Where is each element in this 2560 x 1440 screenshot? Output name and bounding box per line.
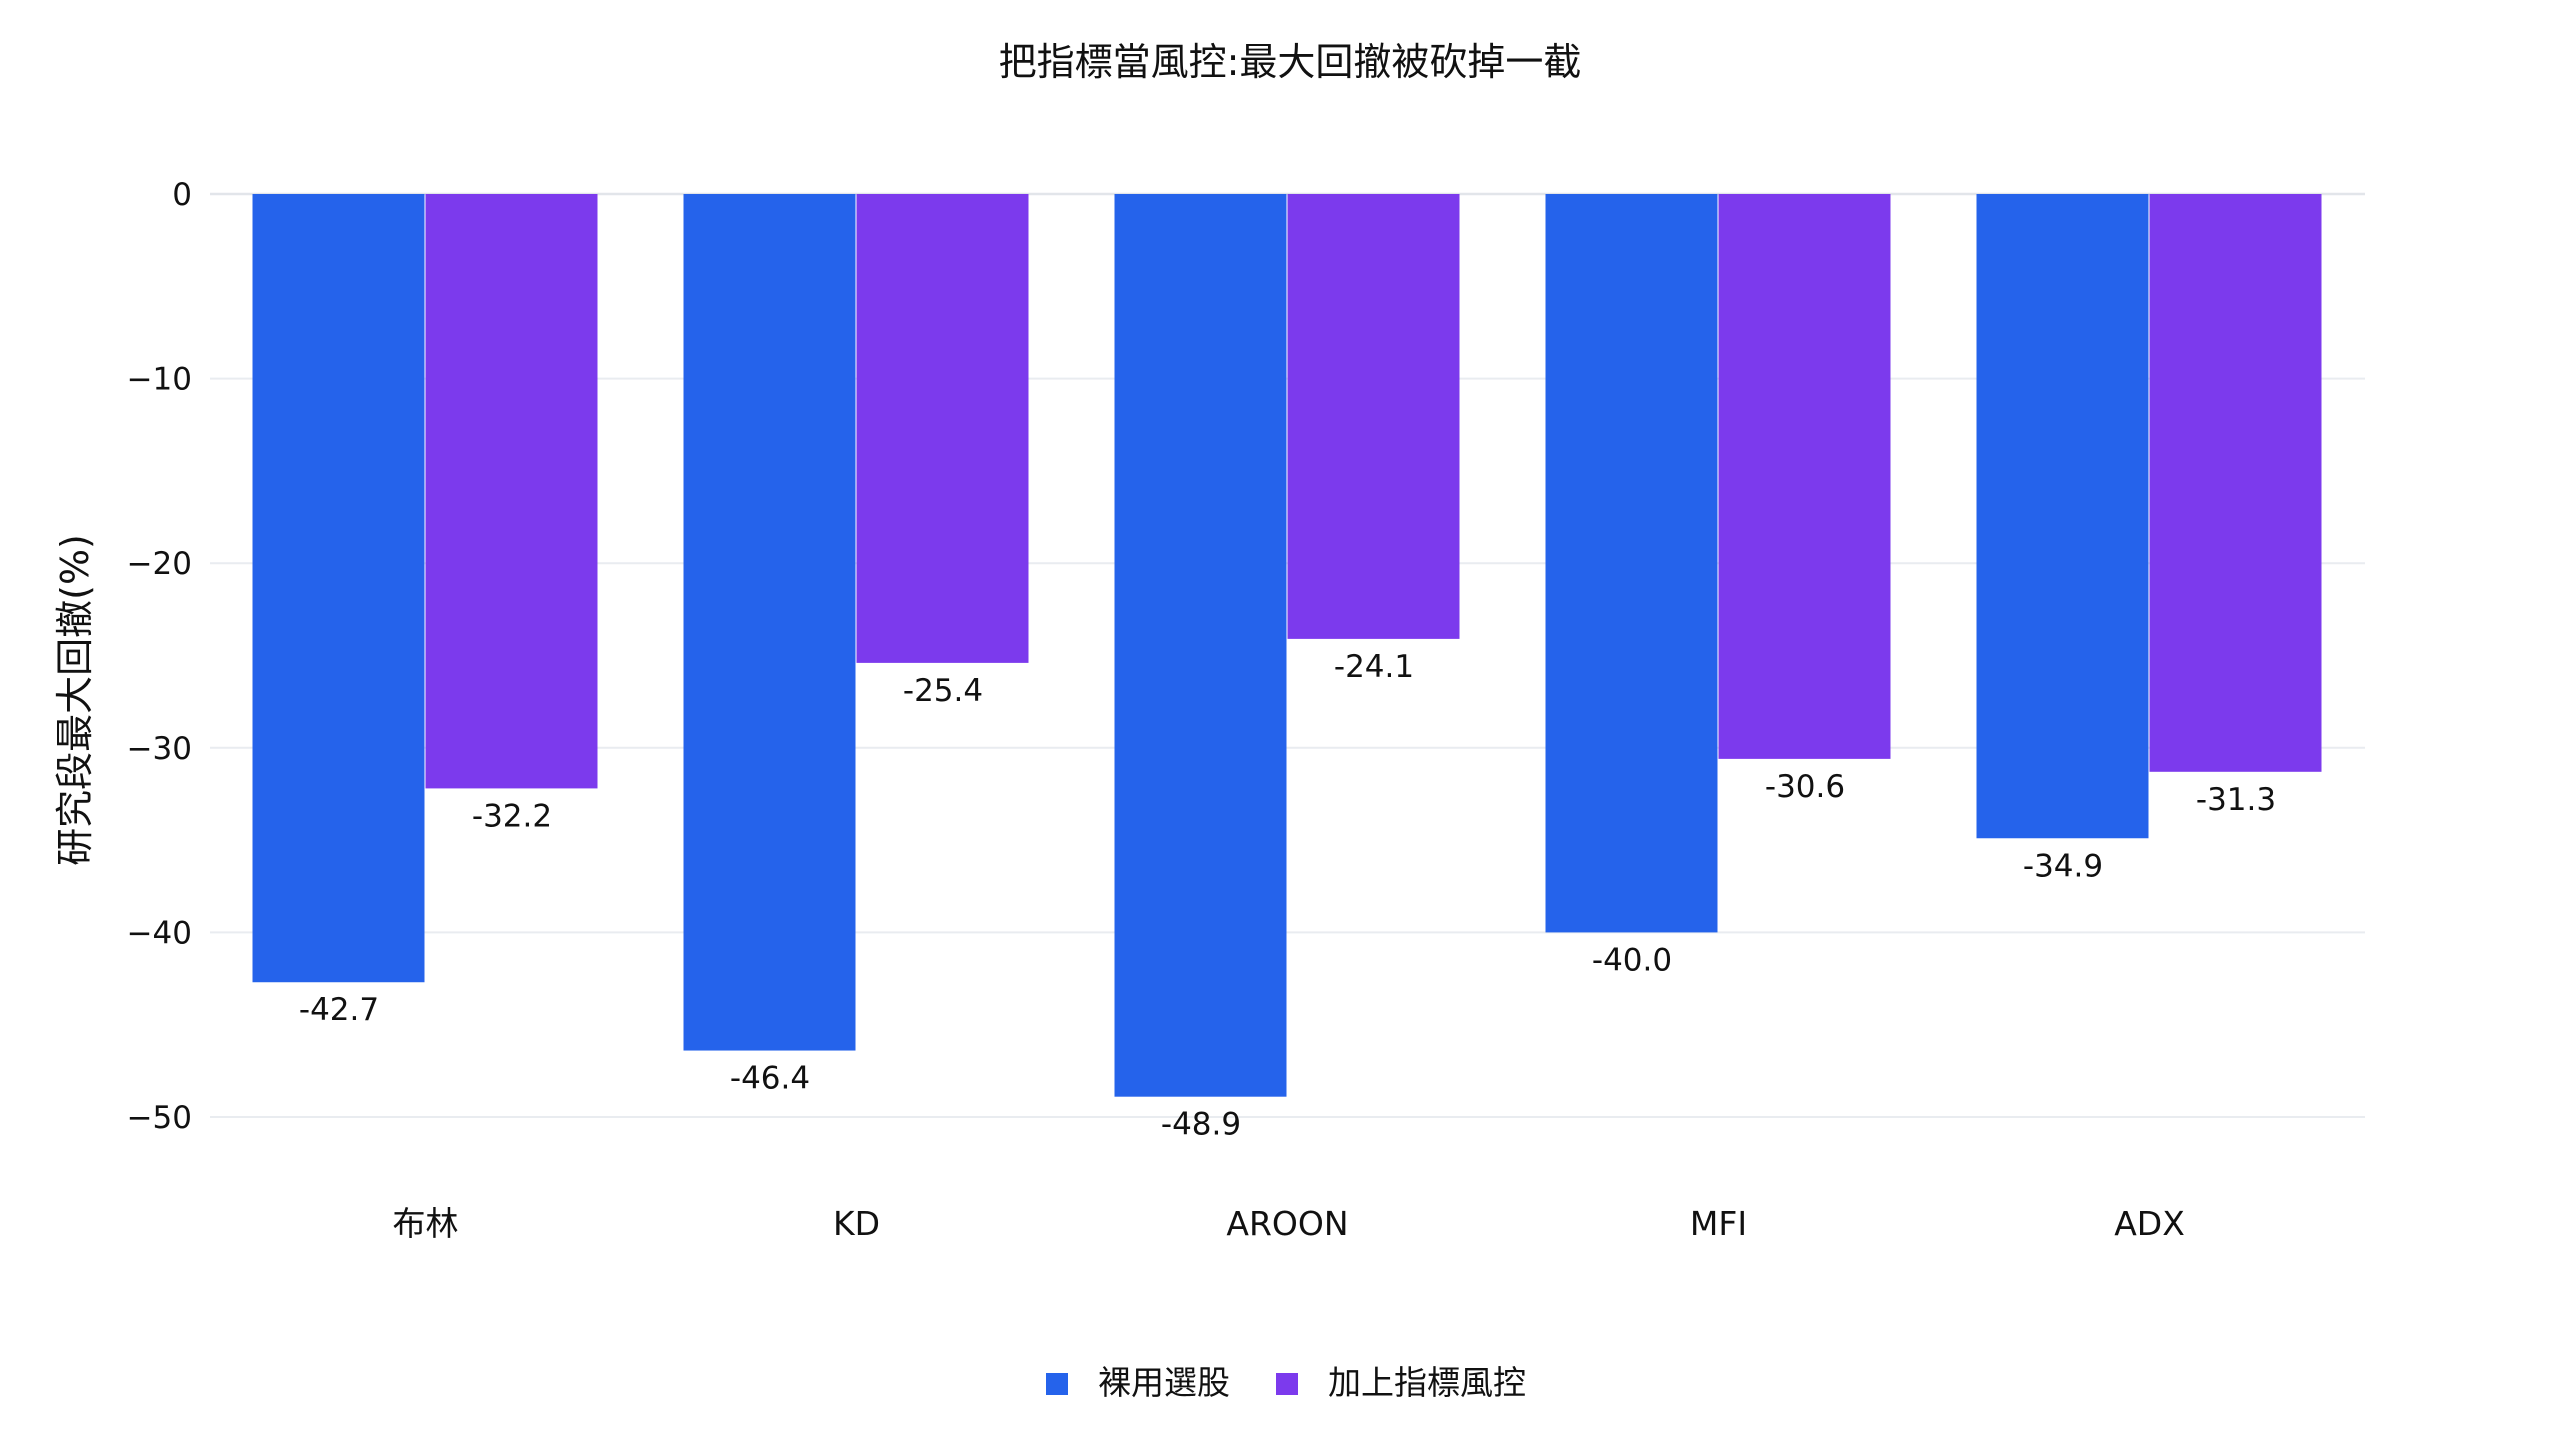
data-label: -34.9 <box>2023 848 2103 884</box>
x-category-label: MFI <box>1690 1204 1747 1243</box>
bar <box>1545 194 1718 933</box>
y-tick-label: −20 <box>127 546 192 582</box>
bar <box>856 194 1029 663</box>
y-axis-ticks: 0 −10 −20 −30 −40 −50 <box>127 177 192 1136</box>
bar <box>1287 194 1460 639</box>
data-label: -24.1 <box>1334 649 1414 685</box>
chart-title: 把指標當風控:最大回撤被砍掉一截 <box>999 40 1582 84</box>
legend-swatch <box>1276 1373 1298 1395</box>
x-category-label: AROON <box>1226 1204 1348 1243</box>
y-tick-label: −30 <box>127 731 192 767</box>
bar <box>425 194 598 789</box>
y-tick-label: −10 <box>127 362 192 398</box>
legend-swatch <box>1046 1373 1068 1395</box>
y-tick-label: −50 <box>127 1100 192 1136</box>
legend-label: 加上指標風控 <box>1328 1363 1526 1402</box>
data-label: -42.7 <box>299 992 379 1028</box>
data-labels: -42.7 -32.2 -46.4 -25.4 -48.9 -24.1 -40.0 -30.6… <box>299 649 2276 1143</box>
data-label: -31.3 <box>2196 782 2276 818</box>
data-label: -25.4 <box>903 673 983 709</box>
bar <box>252 194 425 983</box>
bar <box>683 194 856 1051</box>
legend: 裸用選股 加上指標風控 <box>1046 1363 1526 1402</box>
data-label: -40.0 <box>1592 942 1672 978</box>
x-category-label: ADX <box>2114 1204 2185 1243</box>
data-label: -30.6 <box>1765 769 1845 805</box>
bars <box>252 194 2322 1097</box>
data-label: -46.4 <box>730 1061 810 1097</box>
y-tick-label: −40 <box>127 915 192 951</box>
bar <box>1114 194 1287 1097</box>
y-tick-label: 0 <box>172 177 192 213</box>
data-label: -48.9 <box>1161 1107 1241 1143</box>
bar <box>1718 194 1891 759</box>
x-category-label: KD <box>833 1204 880 1243</box>
x-axis-categories: 布林 KD AROON MFI ADX <box>393 1204 2185 1243</box>
bar <box>1976 194 2149 839</box>
bar <box>2149 194 2322 772</box>
x-category-label: 布林 <box>393 1204 459 1243</box>
y-axis-title: 研究段最大回撤(%) <box>53 534 97 866</box>
legend-label: 裸用選股 <box>1098 1363 1230 1402</box>
data-label: -32.2 <box>472 798 552 834</box>
